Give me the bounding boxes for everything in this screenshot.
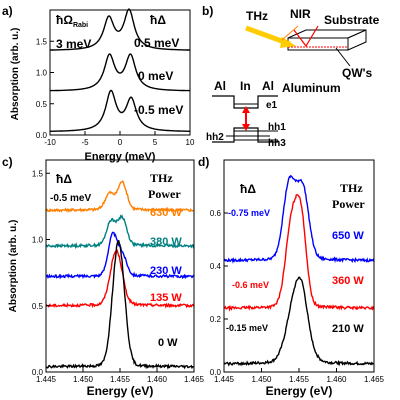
panel-b-diagram: b) THz NIR Substrate QW's Aluminum Al In… <box>202 4 380 149</box>
label-thz: THz <box>246 9 268 23</box>
panel-a-xlabel: Energy (meV) <box>85 151 156 163</box>
panel-c-label-380: 380 W <box>150 236 182 248</box>
transition-arrow-up <box>242 106 250 113</box>
panel-a-delta-symbol: ħΔ <box>150 13 166 27</box>
panel-d-power-label: Power <box>332 197 365 211</box>
x-tick-label: 1.450 <box>73 375 94 384</box>
x-tick-label: 1.460 <box>147 375 168 384</box>
panel-c-ticks: 1.445 1.450 1.455 1.460 1.465 0.0 0.5 1.0 1.5 <box>32 169 205 384</box>
panel-c-delta-value: -0.5 meV <box>50 193 91 204</box>
panel-d-xlabel: Energy (eV) <box>266 384 333 398</box>
x-tick-label: 0 <box>118 138 123 147</box>
y-tick-label: 0.0 <box>32 368 44 377</box>
x-tick-label: 1.455 <box>289 375 310 384</box>
label-hh1: hh1 <box>268 122 286 133</box>
y-tick-label: 1.5 <box>36 37 48 46</box>
y-tick-label: 0.5 <box>36 100 48 109</box>
series-line <box>46 240 195 370</box>
panel-c-power-label: Power <box>148 187 181 201</box>
y-tick-label: 1.5 <box>32 169 44 178</box>
panel-a-label-0.5: 0.5 meV <box>134 36 179 50</box>
panel-d-label-360: 360 W <box>332 275 364 287</box>
label-qws: QW's <box>342 66 373 80</box>
panel-c-series-group <box>45 180 195 370</box>
x-tick-label: 5 <box>153 138 158 147</box>
series-line <box>223 194 375 312</box>
panel-a-label-0: 0 meV <box>138 69 173 83</box>
x-tick-label: 1.445 <box>36 375 57 384</box>
y-tick-label: 1.0 <box>36 69 48 78</box>
x-tick-label: 1.465 <box>364 375 385 384</box>
label-hh2: hh2 <box>206 132 224 143</box>
panel-d-detuning-015: -0.15 meV <box>226 323 268 333</box>
series-line <box>45 249 195 309</box>
y-tick-label: 0.2 <box>210 315 222 324</box>
panel-d-ticks: 1.445 1.450 1.455 1.460 1.465 0.0 0.2 0.4 0.6 <box>210 209 385 384</box>
qw-pointer <box>335 47 351 67</box>
y-tick-label: 0.0 <box>36 131 48 140</box>
label-substrate: Substrate <box>324 13 380 27</box>
series-line <box>223 174 375 264</box>
panel-d-series-group <box>223 174 375 367</box>
panel-a-label: a) <box>2 4 13 18</box>
x-tick-label: -10 <box>44 138 56 147</box>
series-line <box>45 180 195 214</box>
y-tick-label: 0.5 <box>32 302 44 311</box>
series-line <box>50 8 190 51</box>
panel-a-ylabel: Absorption (arb. u.) <box>10 28 21 121</box>
label-in: In <box>240 79 251 93</box>
label-al-right: Al <box>262 79 274 93</box>
x-tick-label: 10 <box>186 138 195 147</box>
series-line <box>223 276 375 367</box>
panel-a-label-neg0.5: -0.5 meV <box>134 103 183 117</box>
label-nir: NIR <box>290 7 311 21</box>
y-tick-label: 0.6 <box>210 209 222 218</box>
x-tick-label: 1.445 <box>214 375 235 384</box>
panel-a-series-group <box>49 8 191 133</box>
panel-c-xlabel: Energy (eV) <box>87 384 154 398</box>
label-hh3: hh3 <box>268 138 286 149</box>
panel-c-ylabel: Absorption (arb. u.) <box>8 220 19 313</box>
y-tick-label: 1.0 <box>32 236 44 245</box>
panel-c-thz-label: THz <box>150 171 173 185</box>
panel-a-ticks: -10 -5 0 5 10 0.0 0.5 1.0 1.5 <box>36 37 195 147</box>
x-tick-label: 1.460 <box>326 375 347 384</box>
panel-a-rabi-value: 3 meV <box>56 37 91 51</box>
x-tick-label: 1.465 <box>184 375 205 384</box>
panel-b-label: b) <box>202 4 213 18</box>
x-tick-label: 1.455 <box>110 375 131 384</box>
panel-d-detuning-06: -0.6 meV <box>232 280 269 290</box>
y-tick-label: 0.0 <box>210 368 222 377</box>
transition-arrow-down <box>242 124 250 131</box>
label-aluminum: Aluminum <box>282 81 341 95</box>
panel-c-label-135: 135 W <box>150 292 182 304</box>
label-e1: e1 <box>266 100 278 111</box>
panel-d-delta-symbol: ħΔ <box>240 182 256 196</box>
panel-c-label-630: 630 W <box>150 207 182 219</box>
x-tick-label: -5 <box>81 138 89 147</box>
panel-d-thz-label: THz <box>340 181 363 195</box>
panel-d-label: d) <box>198 155 209 169</box>
series-line <box>45 214 195 250</box>
panel-a-rabi-symbol: ħΩRabi <box>56 13 88 29</box>
polarization-arrow <box>281 25 299 41</box>
y-tick-label: 0.4 <box>210 262 222 271</box>
panel-c-label: c) <box>2 155 13 169</box>
series-line <box>49 53 191 92</box>
x-tick-label: 1.450 <box>251 375 272 384</box>
thz-arrow-head <box>280 37 296 48</box>
substrate-front <box>287 37 349 51</box>
panel-c-label-230: 230 W <box>150 265 182 277</box>
panel-d-label-650: 650 W <box>332 230 364 242</box>
panel-c-label-0: 0 W <box>158 337 178 349</box>
substrate-side <box>347 29 367 51</box>
panel-d-detuning-075: -0.75 meV <box>228 208 270 218</box>
nir-beam <box>293 25 319 48</box>
series-line <box>50 89 190 133</box>
label-al-left: Al <box>214 79 226 93</box>
panel-d-label-210: 210 W <box>332 323 364 335</box>
panel-c-delta-symbol: ħΔ <box>56 172 72 186</box>
